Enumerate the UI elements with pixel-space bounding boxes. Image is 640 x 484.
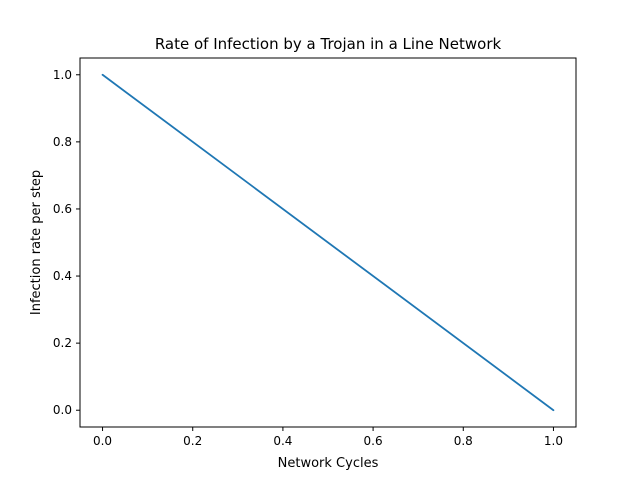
y-axis: 0.0 0.2 0.4 0.6 0.8 1.0 [53,68,80,417]
x-axis-label: Network Cycles [278,456,379,471]
y-tick-label: 0.2 [53,336,72,350]
x-axis: 0.0 0.2 0.4 0.6 0.8 1.0 [93,427,563,448]
y-tick-label: 1.0 [53,68,72,82]
y-axis-label: Infection rate per step [29,170,44,315]
plot-frame [79,57,577,428]
x-tick-label: 0.0 [93,434,112,448]
x-tick-label: 0.8 [454,434,473,448]
x-tick-label: 0.6 [364,434,383,448]
y-tick-label: 0.0 [53,403,72,417]
y-tick-label: 0.6 [53,202,72,216]
x-tick-label: 0.2 [183,434,202,448]
plot-area [101,73,555,412]
x-tick-label: 0.4 [273,434,292,448]
chart-title: Rate of Infection by a Trojan in a Line … [155,35,502,53]
series-line-0 [101,73,555,412]
x-tick-label: 1.0 [544,434,563,448]
y-tick-label: 0.4 [53,269,72,283]
y-tick-label: 0.8 [53,135,72,149]
